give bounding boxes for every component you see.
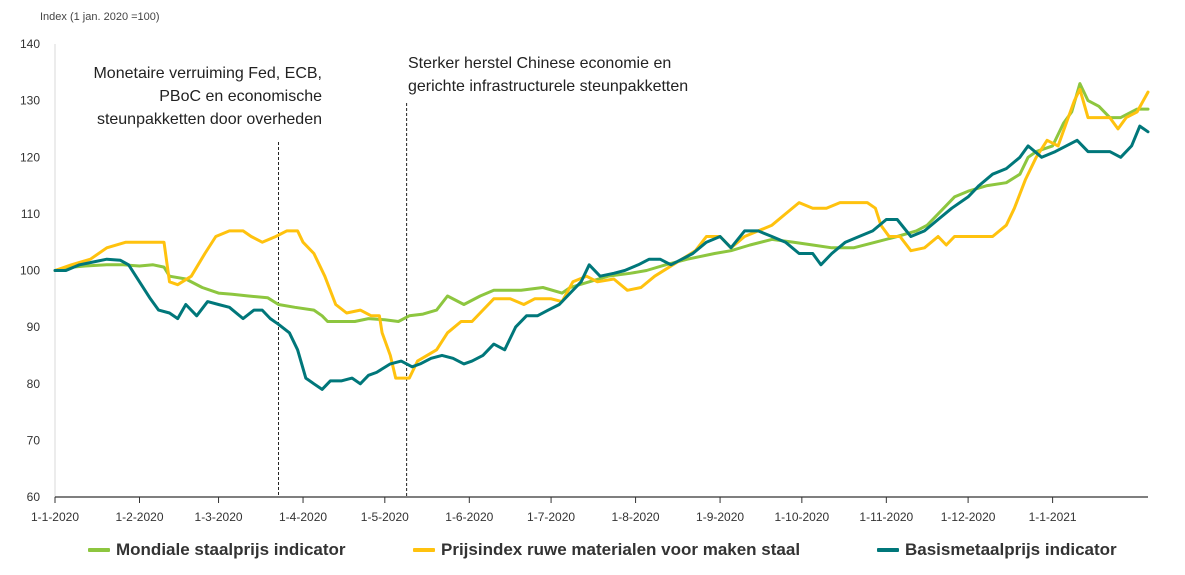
x-tick-label: 1-4-2020	[279, 510, 327, 524]
y-tick-label: 110	[21, 207, 40, 221]
series-line-2	[53, 87, 1150, 380]
x-tick-label: 1-12-2020	[941, 510, 996, 524]
annotation-text: PBoC en economische	[159, 88, 322, 105]
x-tick-label: 1-1-2021	[1029, 510, 1077, 524]
y-tick-label: 90	[27, 320, 41, 334]
x-tick-label: 1-11-2020	[859, 510, 913, 524]
x-tick-label: 1-7-2020	[527, 510, 575, 524]
y-tick-label: 140	[20, 37, 40, 51]
x-tick-label: 1-3-2020	[195, 510, 243, 524]
annotation-text: Sterker herstel Chinese economie en	[408, 55, 671, 72]
legend-swatch	[413, 548, 435, 552]
legend-swatch	[877, 548, 899, 552]
legend-label: Basismetaalprijs indicator	[905, 540, 1117, 559]
annotation-text: Monetaire verruiming Fed, ECB,	[93, 65, 322, 82]
legend-item: Basismetaalprijs indicator	[877, 540, 1117, 560]
y-tick-label: 70	[27, 433, 41, 447]
line-chart: Index (1 jan. 2020 =100) 60 70 80 90 100 110 12…	[20, 11, 1150, 524]
annotation-text: steunpakketten door overheden	[97, 111, 322, 128]
y-axis-label: Index (1 jan. 2020 =100)	[40, 11, 160, 23]
x-tick-label: 1-2-2020	[115, 510, 163, 524]
y-tick-label: 120	[20, 150, 40, 164]
y-tick-label: 60	[27, 490, 41, 504]
annotation-text: gerichte infrastructurele steunpakketten	[408, 78, 688, 95]
x-tick-label: 1-10-2020	[774, 510, 829, 524]
legend-item: Mondiale staalprijs indicator	[88, 540, 346, 560]
series-line-1	[53, 82, 1150, 323]
legend-swatch	[88, 548, 110, 552]
legend-label: Prijsindex ruwe materialen voor maken st…	[441, 540, 801, 559]
series-line-3	[53, 124, 1150, 391]
x-tick-label: 1-8-2020	[612, 510, 660, 524]
legend-item: Prijsindex ruwe materialen voor maken st…	[413, 540, 800, 560]
legend-label: Mondiale staalprijs indicator	[116, 540, 346, 559]
chart-legend: Mondiale staalprijs indicator Prijsindex …	[0, 536, 1185, 568]
y-tick-label: 100	[20, 264, 40, 278]
x-tick-label: 1-5-2020	[361, 510, 409, 524]
y-tick-label: 80	[27, 377, 41, 391]
x-tick-label: 1-9-2020	[696, 510, 744, 524]
x-tick-label: 1-1-2020	[31, 510, 79, 524]
x-tick-label: 1-6-2020	[445, 510, 493, 524]
y-tick-label: 130	[20, 94, 40, 108]
